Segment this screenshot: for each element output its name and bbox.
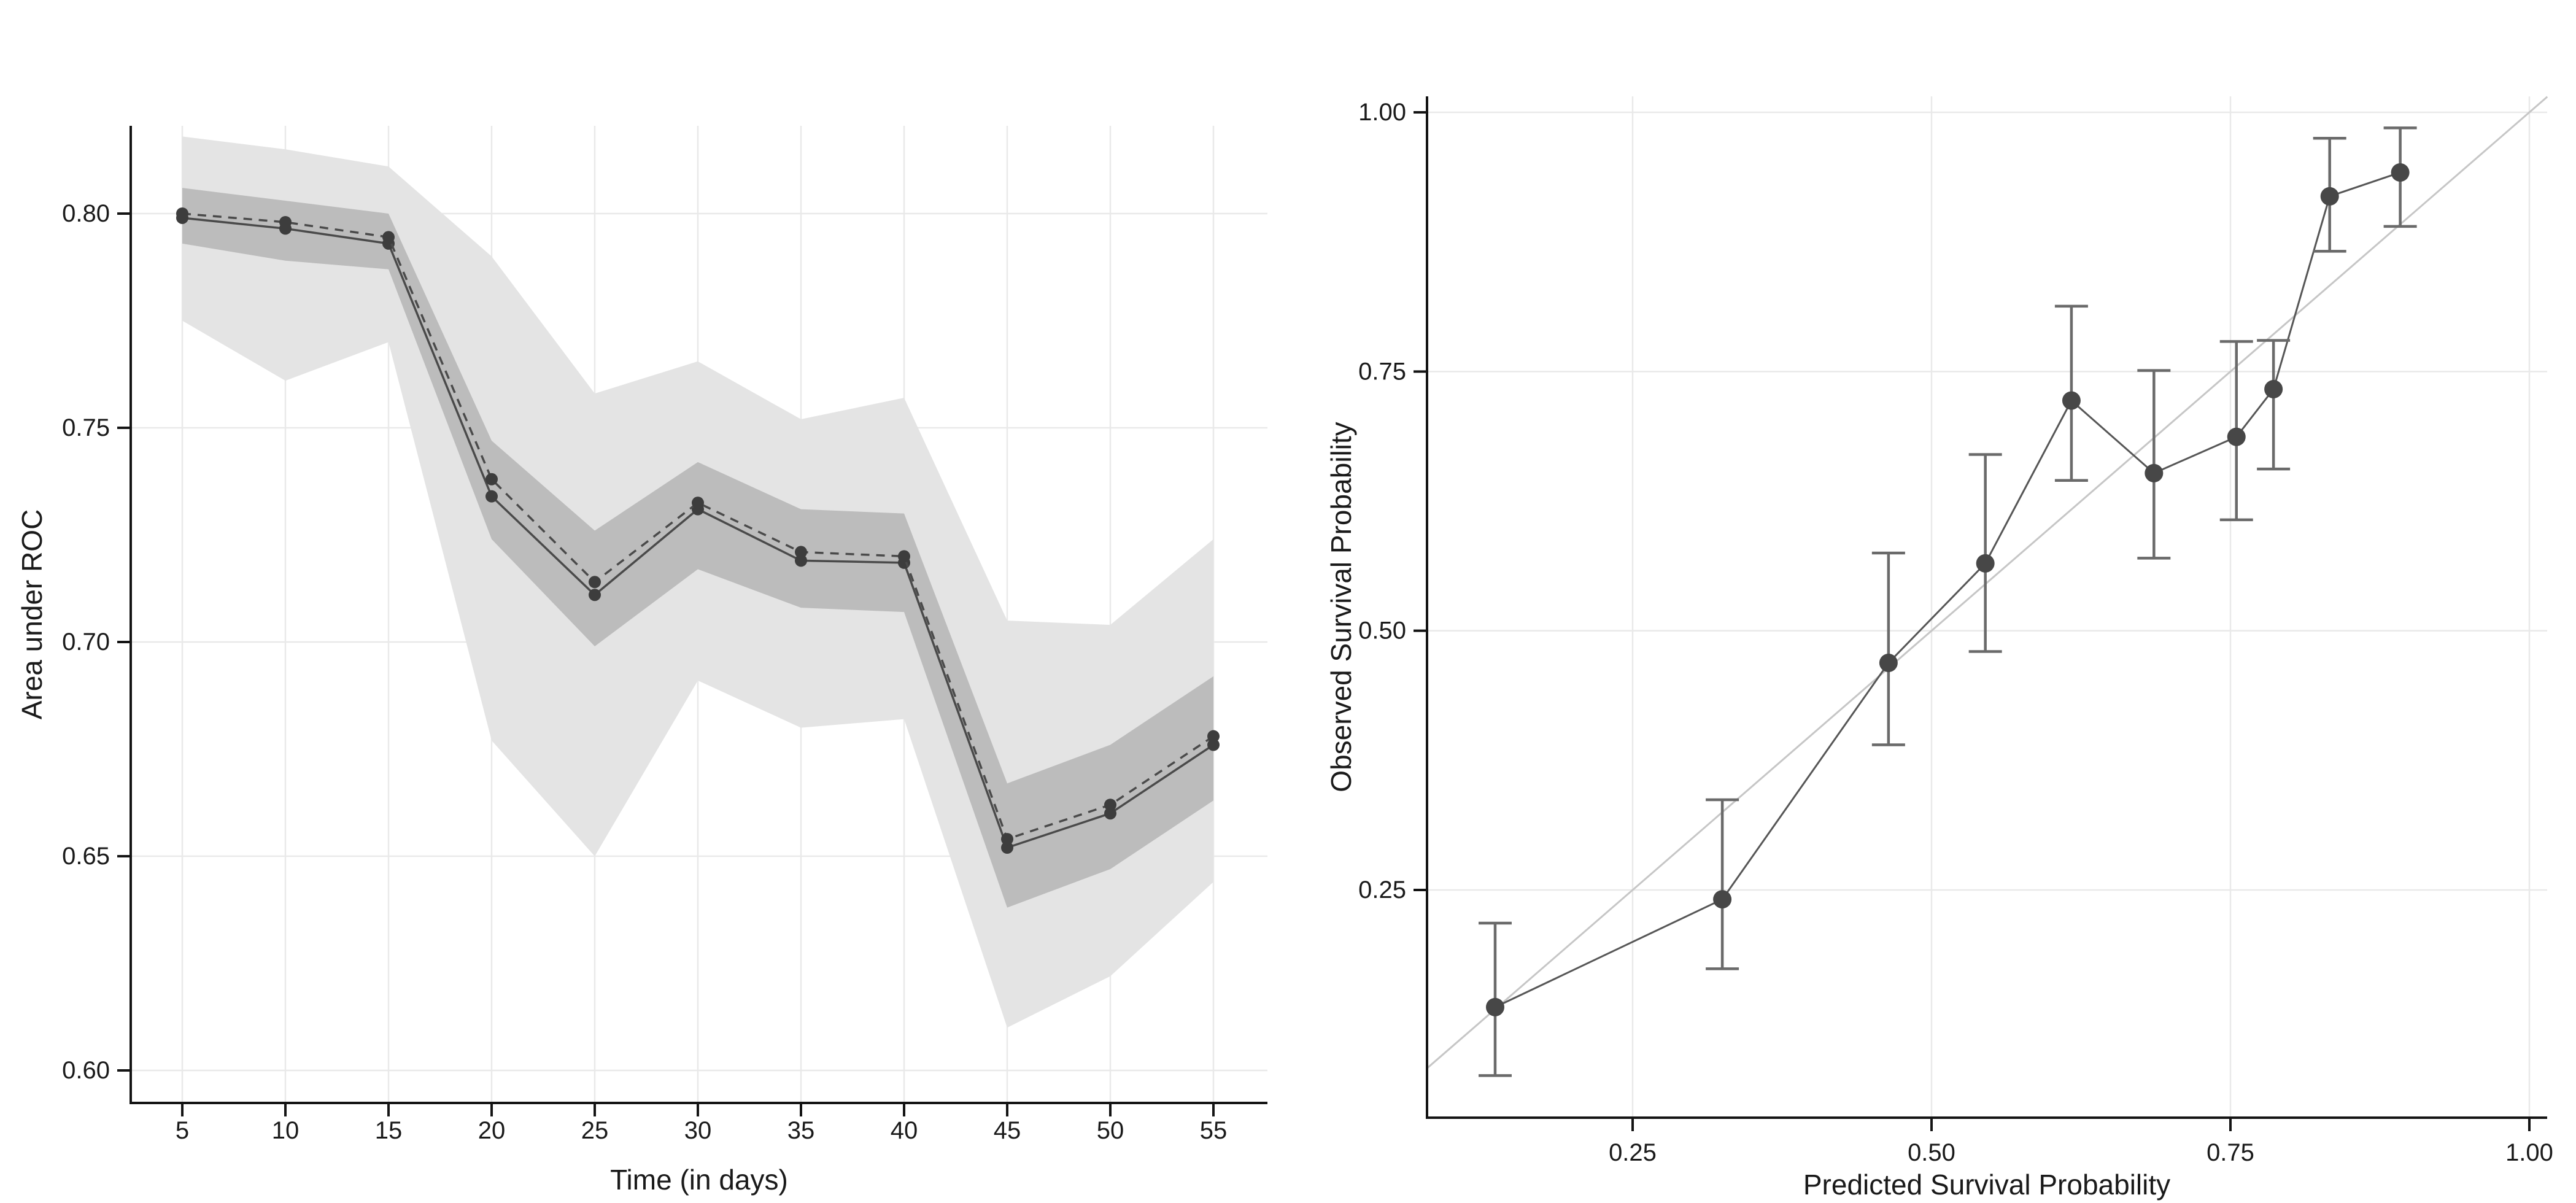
auc-dashed-point [898, 550, 910, 563]
y-tick-label: 0.80 [62, 200, 110, 227]
auc-solid-point [1104, 807, 1116, 820]
calibration-point [2320, 187, 2339, 206]
auc-dashed-point [1207, 730, 1220, 743]
x-tick-label: 40 [891, 1117, 918, 1144]
auc-solid-point [1207, 738, 1220, 751]
calibration-y-axis-title: Observed Survival Probability [1325, 422, 1357, 792]
x-tick-label: 45 [994, 1117, 1021, 1144]
auc-dashed-point [795, 546, 807, 559]
x-tick-label: 0.25 [1609, 1139, 1657, 1166]
auc-dashed-point [176, 207, 188, 220]
x-tick-label: 10 [272, 1117, 300, 1144]
y-tick-label: 0.75 [1358, 358, 1406, 385]
calibration-point [1485, 997, 1504, 1016]
y-tick-label: 0.65 [62, 843, 110, 870]
x-tick-label: 0.50 [1908, 1139, 1955, 1166]
x-tick-label: 1.00 [2505, 1139, 2553, 1166]
auc-dashed-point [589, 576, 601, 589]
y-tick-label: 0.70 [62, 629, 110, 656]
calibration-point [2264, 380, 2283, 399]
auc-dashed-point [692, 497, 704, 509]
x-tick-label: 5 [176, 1117, 189, 1144]
y-tick-label: 0.25 [1358, 876, 1406, 903]
x-tick-label: 50 [1097, 1117, 1124, 1144]
identity-line [1426, 96, 2548, 1069]
auc-x-axis-title: Time (in days) [610, 1164, 788, 1196]
calibration-point [2391, 163, 2410, 182]
y-tick-label: 1.00 [1358, 99, 1406, 126]
calibration-point [1879, 654, 1898, 673]
calibration-point [1976, 554, 1995, 573]
auc-dashed-point [279, 215, 292, 228]
y-tick-label: 0.75 [62, 414, 110, 441]
auc-solid-point [1001, 841, 1013, 854]
auc-dashed-point [382, 231, 395, 244]
x-tick-label: 25 [581, 1117, 609, 1144]
auc-dashed-point [1001, 833, 1013, 846]
y-tick-label: 0.60 [62, 1057, 110, 1084]
x-tick-label: 30 [684, 1117, 712, 1144]
x-tick-label: 0.75 [2207, 1139, 2254, 1166]
auc-solid-point [485, 490, 498, 503]
x-tick-label: 15 [375, 1117, 403, 1144]
calibration-point [2145, 463, 2164, 482]
calibration-point [2062, 391, 2081, 410]
y-tick-label: 0.50 [1358, 617, 1406, 644]
auc-dashed-point [1104, 799, 1116, 811]
auc-dashed-line [182, 212, 1214, 841]
auc-solid-point [795, 554, 807, 567]
auc-solid-point [589, 589, 601, 602]
calibration-line [1495, 171, 2401, 1008]
x-tick-label: 20 [478, 1117, 506, 1144]
x-tick-label: 55 [1200, 1117, 1228, 1144]
calibration-point [1713, 890, 1732, 909]
auc-dashed-point [485, 473, 498, 485]
calibration-x-axis-title: Predicted Survival Probability [1803, 1169, 2171, 1201]
x-tick-label: 35 [787, 1117, 815, 1144]
calibration-point [2227, 427, 2246, 446]
